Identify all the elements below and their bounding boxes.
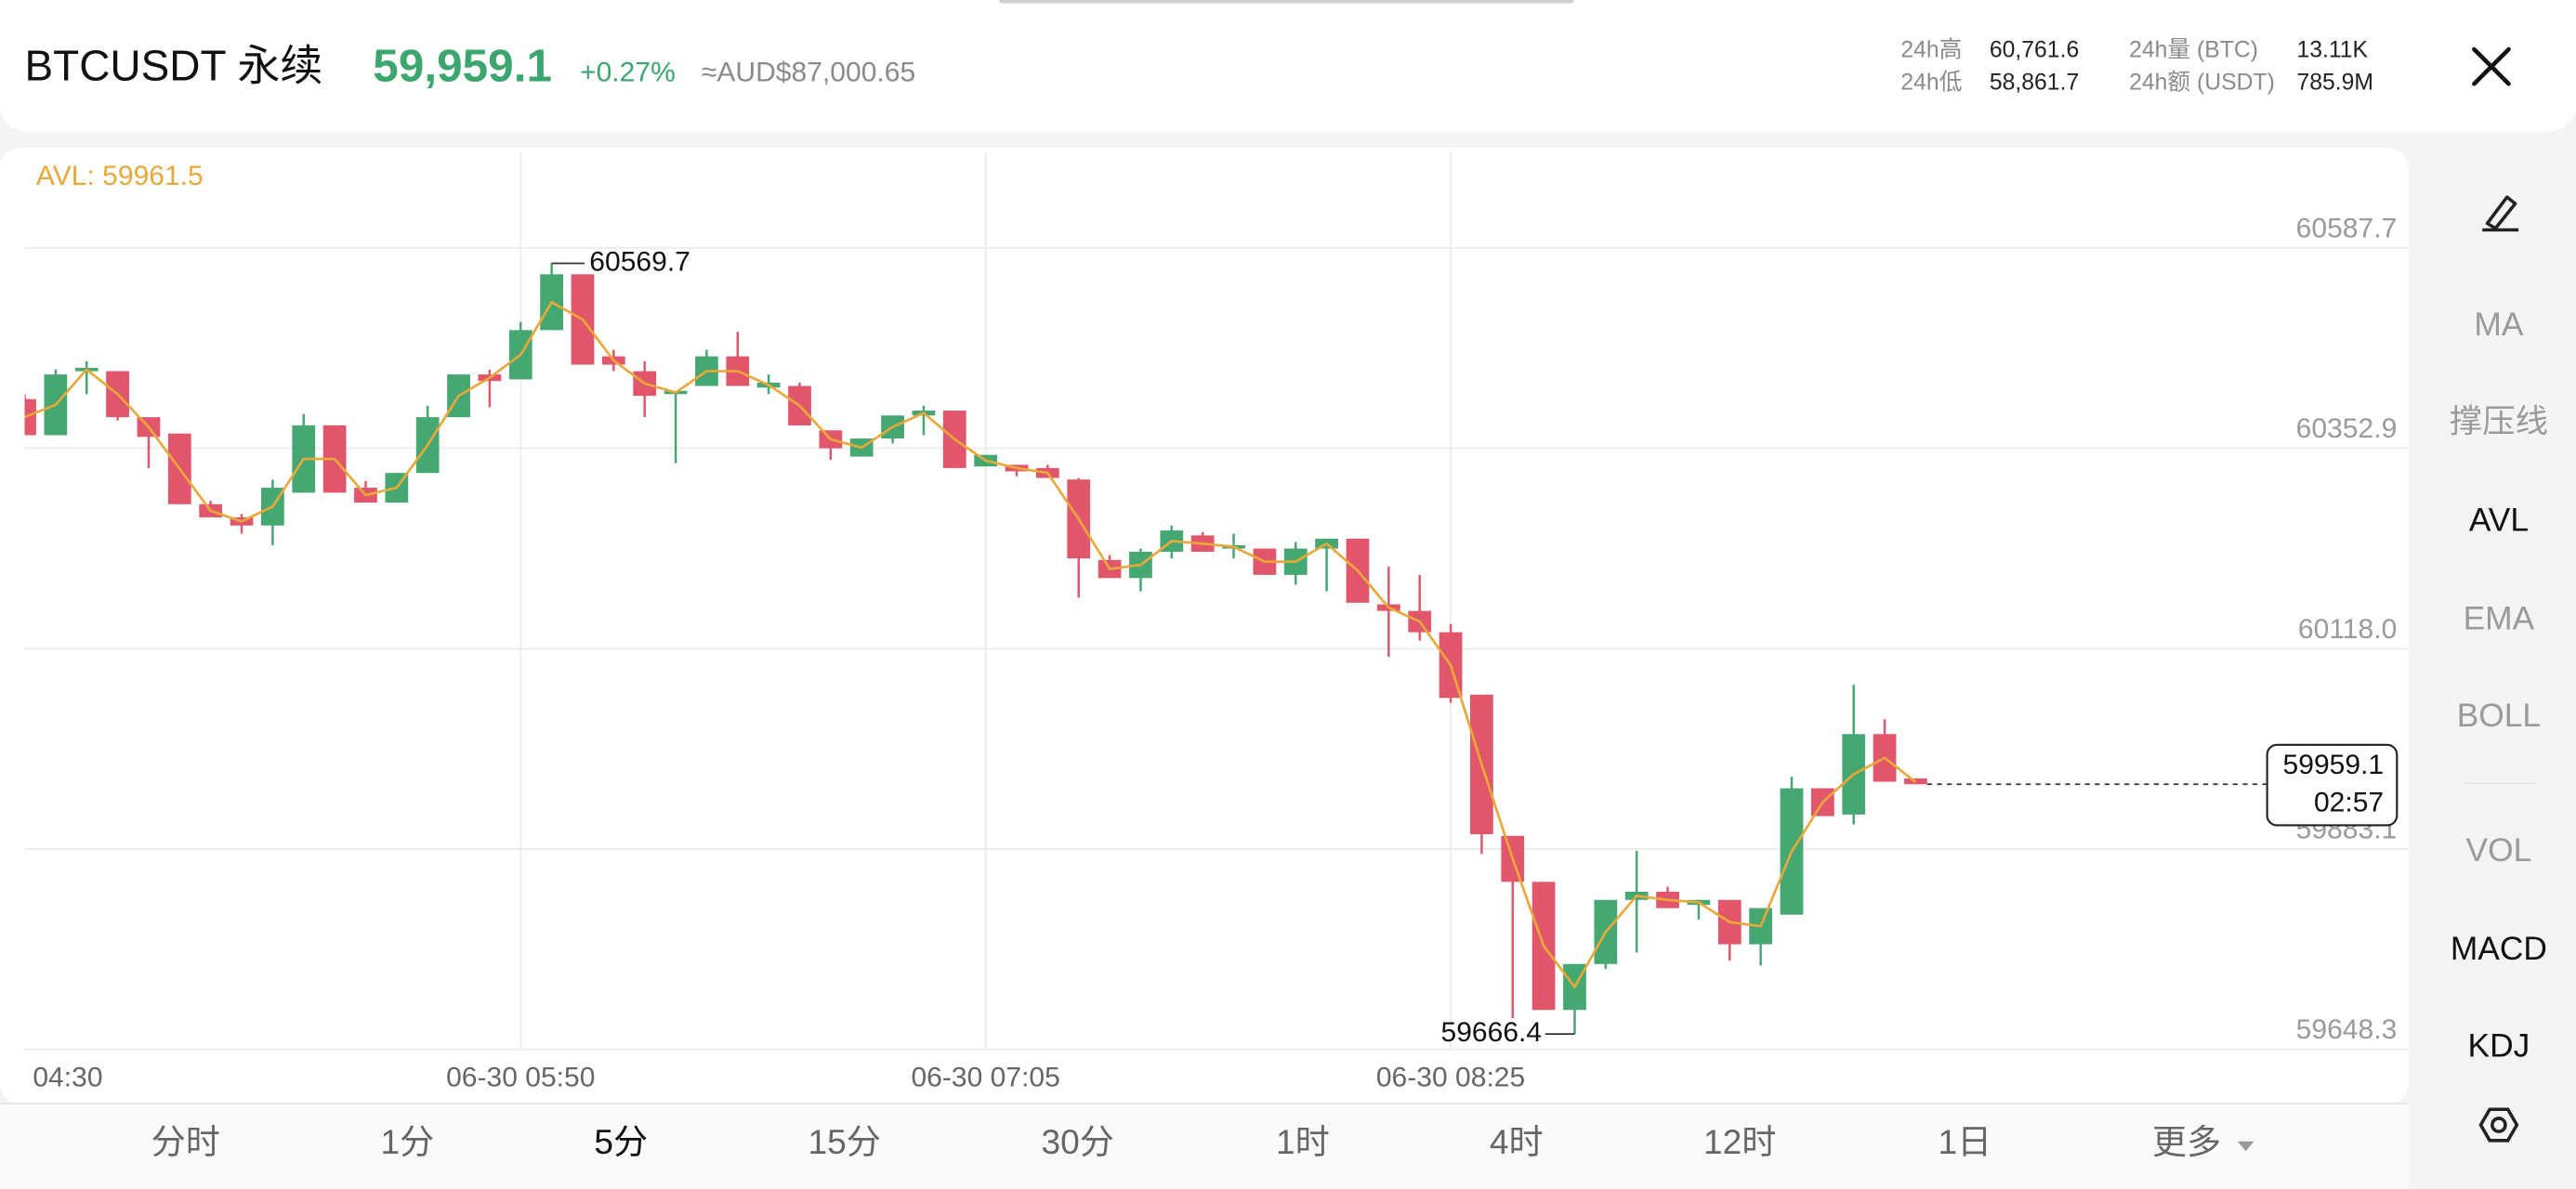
high-label: 60569.7 [589, 246, 690, 277]
header-card [0, 0, 2576, 132]
interval-tab[interactable]: 30分 [1042, 1122, 1114, 1161]
y-tick-label: 60118.0 [2298, 614, 2397, 645]
interval-tab[interactable]: 5分 [594, 1122, 648, 1161]
interval-tab[interactable]: 4时 [1490, 1122, 1544, 1161]
interval-tab[interactable]: 12时 [1703, 1122, 1776, 1161]
settings-icon[interactable] [2478, 1107, 2519, 1143]
chart-card [0, 148, 2409, 1104]
stat-label: 24h额 (USDT) [2129, 70, 2275, 96]
indicator-option[interactable]: MACD [2451, 931, 2547, 967]
x-tick-label: 04:30 [33, 1062, 102, 1092]
interval-tab[interactable]: 1时 [1276, 1122, 1330, 1161]
interval-tab[interactable]: 更多 [2152, 1122, 2221, 1161]
interval-tab[interactable]: 分时 [151, 1122, 220, 1161]
close-button[interactable] [2472, 46, 2511, 86]
last-price: 59,959.1 [373, 40, 552, 91]
interval-tab[interactable]: 15分 [808, 1122, 880, 1161]
avl-line [24, 300, 1917, 989]
x-tick-label: 06-30 08:25 [1376, 1062, 1525, 1092]
change: +0.27% [580, 58, 676, 88]
stat-value: 13.11K [2296, 37, 2368, 62]
candle-body [24, 399, 36, 436]
indicator-option[interactable]: KDJ [2468, 1027, 2530, 1064]
y-tick-label: 59648.3 [2296, 1014, 2398, 1045]
last-price-box [2266, 743, 2399, 827]
x-tick-label: 06-30 07:05 [911, 1062, 1059, 1092]
interval-bar [0, 1104, 2409, 1189]
low-label: 59666.4 [1441, 1017, 1543, 1048]
indicator-option[interactable]: BOLL [2457, 698, 2541, 734]
stat-value: 58,861.7 [1990, 71, 2079, 96]
settings-hex [2478, 1107, 2519, 1143]
drag-handle[interactable] [998, 0, 1574, 4]
symbol[interactable]: BTCUSDT 永续 [25, 41, 323, 89]
y-tick-label: 60587.7 [2296, 213, 2398, 243]
indicator-option[interactable]: AVL [2469, 503, 2529, 539]
fiat-price: ≈AUD$87,000.65 [702, 58, 915, 88]
interval-tab[interactable]: 1日 [1938, 1122, 1991, 1161]
stat-value: 785.9M [2296, 71, 2373, 96]
indicator-option[interactable]: EMA [2464, 601, 2535, 637]
draw-tool[interactable] [2482, 195, 2519, 232]
countdown: 02:57 [2314, 787, 2384, 817]
indicator-label: AVL: 59961.5 [36, 161, 204, 191]
plot [24, 263, 1927, 1035]
stat-label: 24h低 [1900, 70, 1962, 96]
indicator-option[interactable]: 撑压线 [2450, 403, 2548, 439]
indicator-option[interactable]: MA [2474, 307, 2523, 343]
x-tick-label: 06-30 05:50 [446, 1062, 595, 1092]
settings-dot [2491, 1117, 2507, 1133]
stat-label: 24h高 [1900, 36, 1962, 62]
more-caret [2237, 1141, 2254, 1152]
last-price-label: 59959.1 [2283, 750, 2385, 780]
y-tick-label: 60352.9 [2296, 413, 2398, 444]
indicator-option[interactable]: VOL [2466, 832, 2532, 869]
stat-label: 24h量 (BTC) [2129, 37, 2258, 62]
stat-value: 60,761.6 [1990, 37, 2079, 62]
interval-tab[interactable]: 1分 [381, 1122, 435, 1161]
